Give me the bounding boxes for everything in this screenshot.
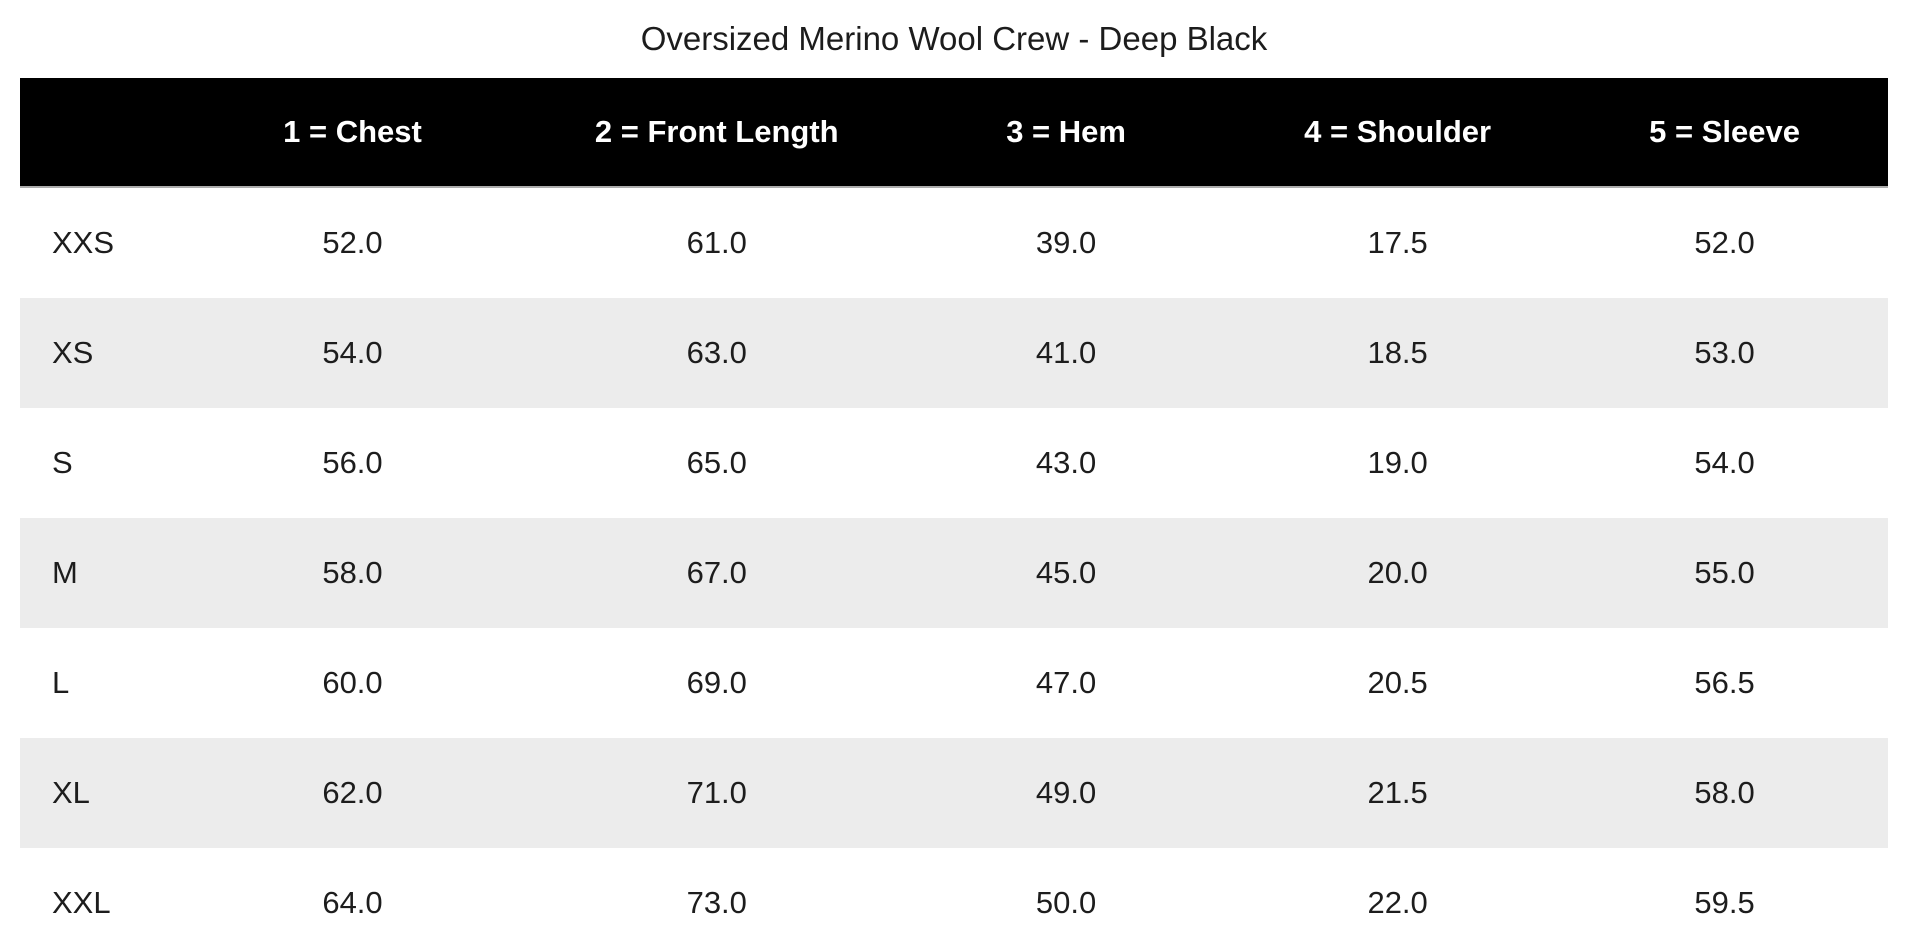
table-body: XXS 52.0 61.0 39.0 17.5 52.0 XS 54.0 63.0 41.0 18.…	[20, 187, 1888, 940]
measurement-cell: 56.0	[322, 445, 383, 480]
measurement-cell: 58.0	[1561, 738, 1888, 848]
measurement-cell: 21.5	[1234, 738, 1562, 848]
table-row: XXS 52.0 61.0 39.0 17.5 52.0	[20, 187, 1888, 298]
size-label: XXL	[52, 885, 111, 920]
table-row: S 56.0 65.0 43.0 19.0 54.0	[20, 408, 1888, 518]
measurement-cell: 18.5	[1234, 298, 1562, 408]
table-row: L 60.0 69.0 47.0 20.5 56.5	[20, 628, 1888, 738]
measurement-cell: 58.0	[169, 518, 536, 628]
measurement-cell: 63.0	[535, 298, 898, 408]
measurement-cell: 50.0	[1035, 885, 1097, 920]
measurement-cell: 52.0	[1694, 225, 1755, 260]
header-cell-shoulder: 4 = Shoulder	[1234, 78, 1562, 188]
measurement-cell: 45.0	[897, 518, 1235, 628]
header-cell-front-length: 2 = Front Length	[535, 78, 898, 188]
table-row: M 58.0 67.0 45.0 20.0 55.0	[20, 518, 1888, 628]
measurement-cell: 64.0	[322, 885, 383, 920]
measurement-cell: 39.0	[1035, 225, 1097, 260]
measurement-cell: 17.5	[1367, 225, 1428, 260]
measurement-cell: 71.0	[535, 738, 898, 848]
measurement-cell: 56.5	[1694, 665, 1755, 700]
measurement-cell: 55.0	[1561, 518, 1888, 628]
header-cell-sleeve: 5 = Sleeve	[1561, 78, 1888, 188]
measurement-cell: 60.0	[322, 665, 383, 700]
size-label: M	[20, 518, 170, 628]
measurement-cell: 19.0	[1367, 445, 1428, 480]
header-cell-size	[20, 78, 170, 188]
measurement-cell: 53.0	[1561, 298, 1888, 408]
measurement-cell: 22.0	[1367, 885, 1428, 920]
header-cell-hem: 3 = Hem	[897, 78, 1235, 188]
measurement-cell: 69.0	[686, 665, 747, 700]
size-chart-table: 1 = Chest 2 = Front Length 3 = Hem 4 = S…	[20, 78, 1888, 940]
page-title: Oversized Merino Wool Crew - Deep Black	[640, 20, 1268, 57]
measurement-cell: 54.0	[1694, 445, 1755, 480]
size-label: S	[52, 445, 73, 480]
measurement-cell: 41.0	[897, 298, 1235, 408]
measurement-cell: 61.0	[686, 225, 747, 260]
measurement-cell: 47.0	[1035, 665, 1097, 700]
size-label: L	[52, 665, 70, 700]
measurement-cell: 73.0	[686, 885, 747, 920]
measurement-cell: 65.0	[686, 445, 747, 480]
measurement-cell: 52.0	[322, 225, 383, 260]
size-chart-page: Oversized Merino Wool Crew - Deep Black …	[0, 20, 1908, 940]
measurement-cell: 67.0	[535, 518, 898, 628]
measurement-cell: 62.0	[169, 738, 536, 848]
table-row: XXL 64.0 73.0 50.0 22.0 59.5	[20, 848, 1888, 940]
size-label: XXS	[52, 225, 115, 260]
measurement-cell: 59.5	[1694, 885, 1755, 920]
measurement-cell: 54.0	[169, 298, 536, 408]
measurement-cell: 49.0	[897, 738, 1235, 848]
table-row: XS 54.0 63.0 41.0 18.5 53.0	[20, 298, 1888, 408]
size-label: XS	[20, 298, 170, 408]
size-label: XL	[20, 738, 170, 848]
measurement-cell: 20.5	[1367, 665, 1428, 700]
measurement-cell: 20.0	[1234, 518, 1562, 628]
table-row: XL 62.0 71.0 49.0 21.5 58.0	[20, 738, 1888, 848]
header-row: 1 = Chest 2 = Front Length 3 = Hem 4 = S…	[20, 78, 1888, 188]
measurement-cell: 43.0	[1035, 445, 1097, 480]
header-cell-chest: 1 = Chest	[169, 78, 536, 188]
